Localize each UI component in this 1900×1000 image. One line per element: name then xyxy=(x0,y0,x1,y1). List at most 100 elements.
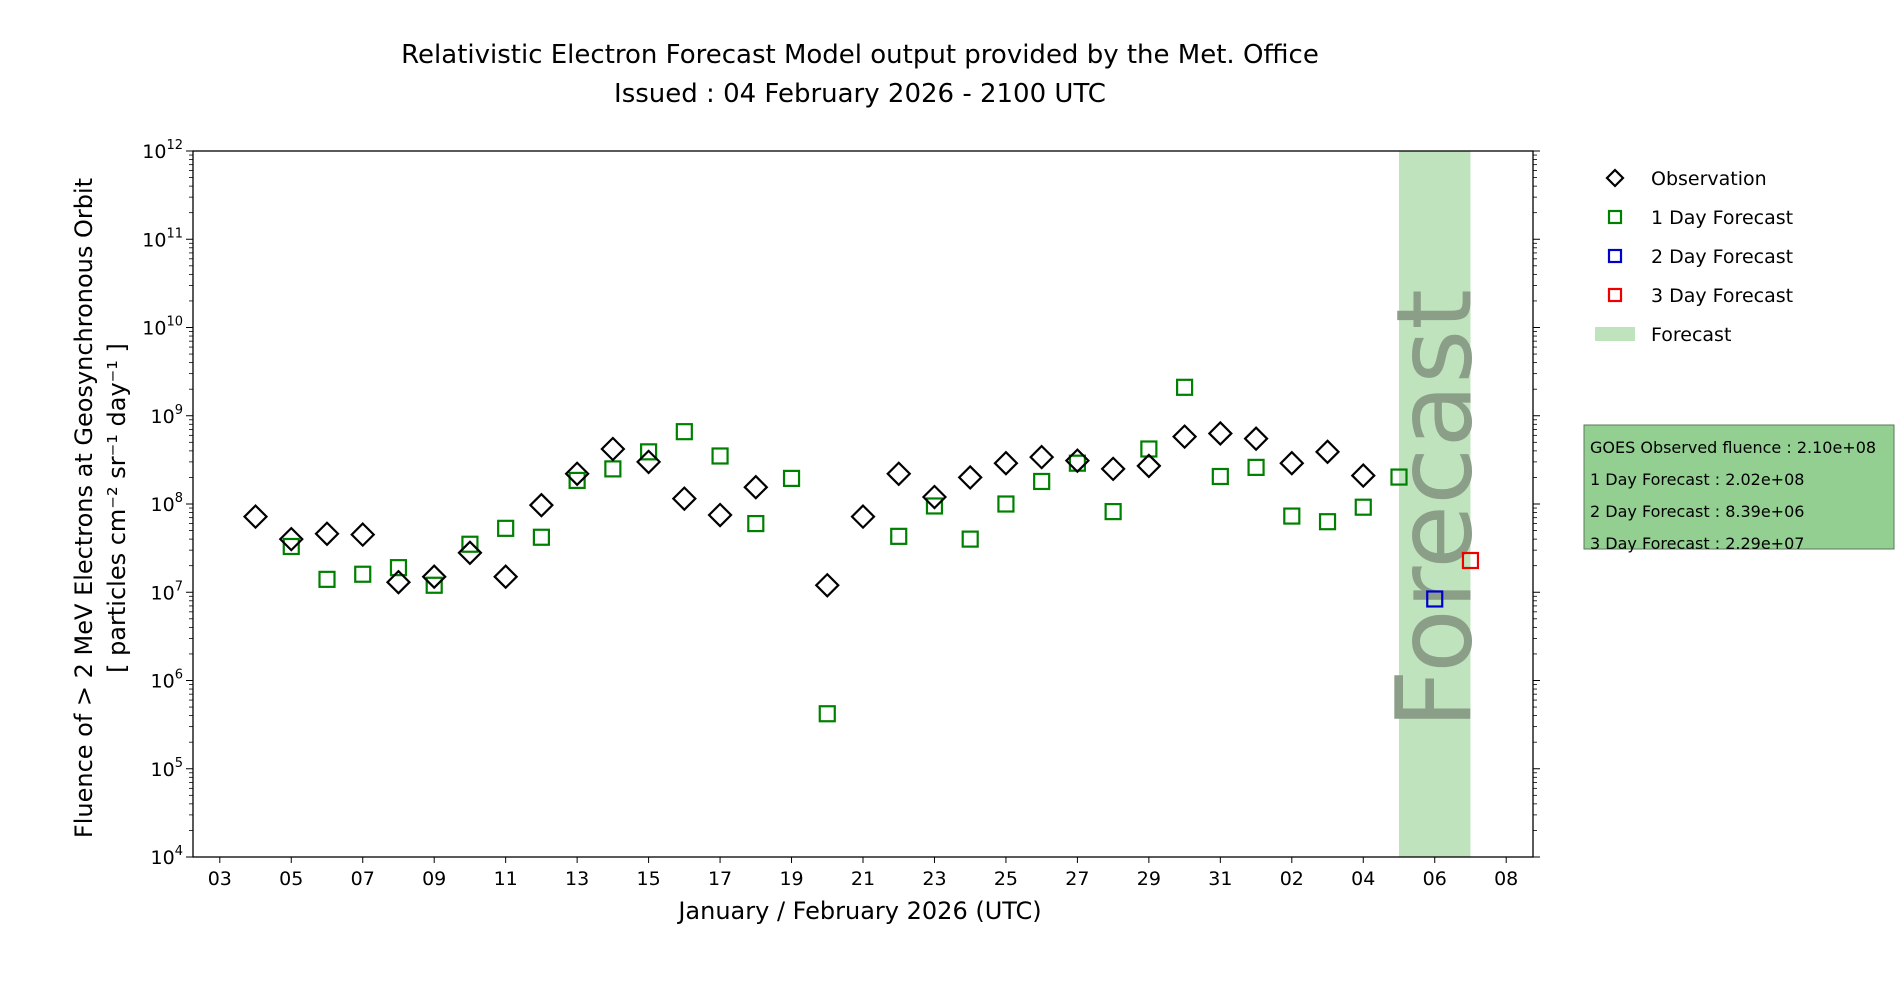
forecast-point xyxy=(354,565,372,583)
x-tick-label: 23 xyxy=(922,868,946,890)
info-box-line: 3 Day Forecast : 2.29e+07 xyxy=(1590,534,1804,553)
y-tick-label: 1011 xyxy=(142,226,183,251)
legend-patch xyxy=(1595,327,1635,341)
x-tick-label: 13 xyxy=(565,868,589,890)
x-tick-label: 17 xyxy=(708,868,732,890)
observation-point xyxy=(314,521,340,547)
y-tick-label: 109 xyxy=(151,403,183,428)
forecast-point xyxy=(1175,378,1194,396)
observation-point xyxy=(636,449,662,475)
observation-point xyxy=(1243,426,1269,452)
observation-point xyxy=(564,461,590,487)
forecast-point xyxy=(497,519,515,537)
observation-point xyxy=(600,436,626,462)
observation-point xyxy=(1350,463,1376,489)
forecast-point xyxy=(1354,498,1372,516)
observation-point xyxy=(528,492,554,518)
x-axis-label: January / February 2026 (UTC) xyxy=(676,897,1041,925)
forecast-point xyxy=(1068,454,1087,472)
series-1-day-forecast xyxy=(282,378,1408,723)
observation-point xyxy=(1064,448,1090,474)
observation-point xyxy=(493,564,519,590)
y-tick-label: 105 xyxy=(151,756,183,781)
x-tick-label: 04 xyxy=(1351,868,1375,890)
x-tick-label: 31 xyxy=(1208,868,1232,890)
x-tick-label: 03 xyxy=(208,868,232,890)
x-tick-label: 25 xyxy=(994,868,1018,890)
x-tick-label: 06 xyxy=(1423,868,1447,890)
y-axis-label-line1: Fluence of > 2 MeV Electrons at Geosynch… xyxy=(70,178,98,838)
legend-marker xyxy=(1607,248,1623,264)
forecast-point xyxy=(282,537,300,556)
observation-point xyxy=(457,540,483,566)
x-tick-label: 11 xyxy=(494,868,518,890)
forecast-point xyxy=(782,469,801,488)
legend-entry: 2 Day Forecast xyxy=(1607,246,1793,268)
observation-point xyxy=(671,486,697,512)
observation-point xyxy=(242,504,269,530)
series-2-day-forecast xyxy=(1426,590,1444,608)
legend-label: 2 Day Forecast xyxy=(1651,246,1793,268)
forecast-point xyxy=(1211,467,1229,486)
forecast-point xyxy=(461,535,479,553)
info-box-line: 2 Day Forecast : 8.39e+06 xyxy=(1590,502,1804,521)
x-tick-label: 19 xyxy=(779,868,803,890)
forecast-point xyxy=(961,530,979,548)
forecast-point xyxy=(568,471,586,490)
forecast-point xyxy=(1104,503,1122,521)
forecast-point xyxy=(890,527,908,545)
forecast-point xyxy=(1390,468,1408,486)
forecast-point xyxy=(1283,507,1301,525)
legend-entry: 1 Day Forecast xyxy=(1607,207,1793,229)
legend-label: 1 Day Forecast xyxy=(1651,207,1793,229)
y-tick-label: 108 xyxy=(151,491,183,516)
observation-point xyxy=(743,474,769,500)
plot-frame xyxy=(192,150,1534,858)
forecast-point xyxy=(1461,551,1480,570)
observation-point xyxy=(993,450,1019,476)
legend-marker xyxy=(1607,287,1623,303)
forecast-point xyxy=(1033,472,1051,491)
forecast-point xyxy=(1247,458,1265,476)
forecast-point xyxy=(747,514,765,533)
legend-entry: 3 Day Forecast xyxy=(1607,285,1793,307)
y-tick-label: 106 xyxy=(151,668,183,693)
x-tick-label: 02 xyxy=(1280,868,1304,890)
legend-marker xyxy=(1605,168,1625,188)
forecast-band xyxy=(1399,151,1471,857)
observation-point xyxy=(814,572,840,598)
forecast-point xyxy=(639,443,658,461)
forecast-point xyxy=(389,559,408,577)
legend-marker xyxy=(1607,209,1623,225)
info-box-line: 1 Day Forecast : 2.02e+08 xyxy=(1590,470,1804,489)
observation-point xyxy=(1029,444,1055,470)
legend-label: Observation xyxy=(1651,168,1767,190)
forecast-point xyxy=(425,576,443,594)
forecast-point xyxy=(532,528,551,546)
observation-point xyxy=(385,569,412,595)
x-tick-label: 27 xyxy=(1065,868,1089,890)
plot-area: Forecast 03 05 07 09 11 13 15 17 19 21 23 25 27 29 31 02… xyxy=(142,138,1540,890)
observation-point xyxy=(1136,453,1162,479)
forecast-band-label: Forecast xyxy=(1374,289,1496,729)
info-box-background xyxy=(1583,424,1895,550)
info-box: GOES Observed fluence : 2.10e+08 1 Day Fo… xyxy=(1583,424,1895,553)
forecast-point xyxy=(711,447,729,465)
observation-point xyxy=(850,504,876,530)
chart-subtitle: Issued : 04 February 2026 - 2100 UTC xyxy=(614,79,1106,109)
legend: Observation 1 Day Forecast 2 Day Forecast 3… xyxy=(1595,168,1793,346)
observation-point xyxy=(1207,420,1233,447)
observation-point xyxy=(1172,424,1198,450)
y-axis-label-line2: [ particles cm⁻² sr⁻¹ day⁻¹ ] xyxy=(103,343,131,673)
legend-label: Forecast xyxy=(1651,324,1731,346)
forecast-point xyxy=(818,705,836,723)
x-tick-label: 29 xyxy=(1137,868,1161,890)
observation-point xyxy=(957,464,983,490)
observation-point xyxy=(350,522,376,548)
observation-point xyxy=(1279,450,1305,476)
y-tick-label: 1012 xyxy=(142,138,183,163)
forecast-point xyxy=(675,423,693,441)
observation-point xyxy=(421,564,447,590)
forecast-point xyxy=(1426,590,1444,608)
